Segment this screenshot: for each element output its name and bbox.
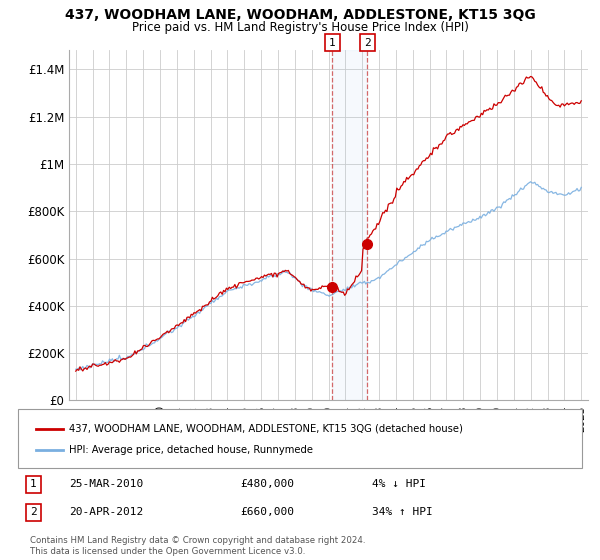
Text: 437, WOODHAM LANE, WOODHAM, ADDLESTONE, KT15 3QG: 437, WOODHAM LANE, WOODHAM, ADDLESTONE, … — [65, 8, 535, 22]
Bar — [332, 50, 367, 400]
Text: £480,000: £480,000 — [240, 479, 294, 489]
Text: 2: 2 — [364, 38, 371, 48]
Text: 1: 1 — [30, 479, 37, 489]
Text: 25-MAR-2010: 25-MAR-2010 — [69, 479, 143, 489]
Text: Price paid vs. HM Land Registry's House Price Index (HPI): Price paid vs. HM Land Registry's House … — [131, 21, 469, 34]
Text: 4% ↓ HPI: 4% ↓ HPI — [372, 479, 426, 489]
Text: 20-APR-2012: 20-APR-2012 — [69, 507, 143, 517]
Text: 437, WOODHAM LANE, WOODHAM, ADDLESTONE, KT15 3QG (detached house): 437, WOODHAM LANE, WOODHAM, ADDLESTONE, … — [69, 424, 463, 433]
Text: Contains HM Land Registry data © Crown copyright and database right 2024.
This d: Contains HM Land Registry data © Crown c… — [30, 536, 365, 556]
Text: HPI: Average price, detached house, Runnymede: HPI: Average price, detached house, Runn… — [69, 445, 313, 455]
Text: £660,000: £660,000 — [240, 507, 294, 517]
Text: 34% ↑ HPI: 34% ↑ HPI — [372, 507, 433, 517]
Text: 2: 2 — [30, 507, 37, 517]
Text: 1: 1 — [329, 38, 336, 48]
